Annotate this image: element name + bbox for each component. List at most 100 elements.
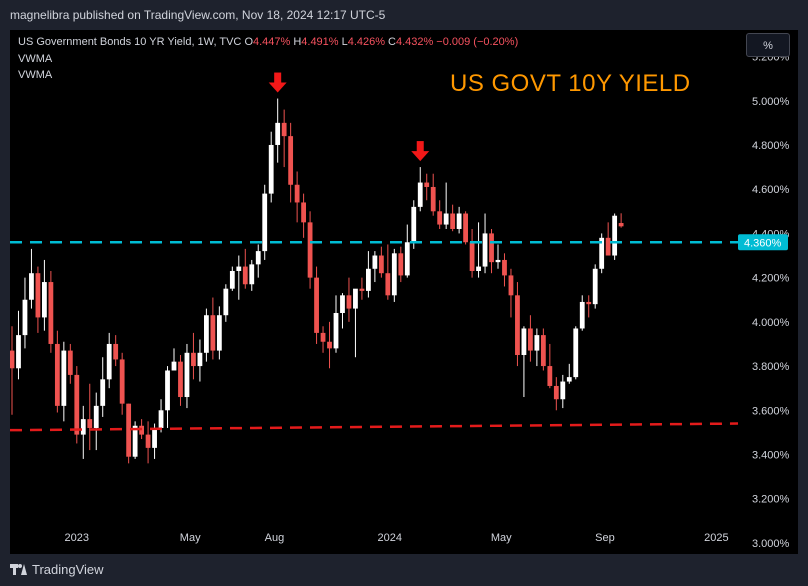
candle-body [171, 361, 177, 371]
down-arrow-icon [411, 141, 430, 162]
candle-body [204, 315, 209, 353]
candle-body [48, 282, 54, 344]
candle-body [443, 213, 449, 225]
candle-body [450, 213, 456, 229]
candle-body [29, 273, 34, 300]
y-tick-label: 3.600% [752, 405, 790, 417]
candle-body [229, 270, 235, 289]
candle-body [515, 295, 520, 356]
candle-body [573, 328, 579, 378]
candle-body [482, 233, 488, 267]
ohlc-value: 4.432% [395, 36, 434, 48]
candle-body [489, 233, 494, 263]
x-tick-label: 2023 [65, 532, 89, 544]
candle-body [508, 275, 514, 296]
candle-body [560, 381, 566, 400]
candle-body [327, 341, 332, 349]
percent-scale-button[interactable]: % [746, 33, 790, 57]
candle-body [35, 273, 41, 318]
candle-body [592, 268, 598, 305]
y-tick-label: 4.600% [752, 184, 790, 196]
candle-body [113, 343, 119, 360]
brand-name: TradingView [32, 562, 104, 577]
candle-body [398, 253, 404, 276]
chart-annotation-title: US GOVT 10Y YIELD [450, 70, 691, 97]
candle-body [430, 186, 436, 212]
candle-body [191, 352, 196, 367]
candle-body [93, 405, 99, 428]
x-tick-label: Aug [265, 532, 285, 544]
candle-body [353, 288, 358, 309]
candle-body [132, 425, 138, 457]
candle-body [502, 259, 507, 276]
candle-body [152, 427, 157, 448]
candle-body [359, 288, 365, 291]
candle-body [476, 266, 481, 271]
y-tick-label: 3.400% [752, 450, 790, 462]
candle-body [255, 251, 261, 265]
y-tick-label: 5.000% [752, 96, 790, 108]
candle-body [417, 182, 423, 207]
indicator-legend-2[interactable]: VWMA [18, 69, 53, 81]
price-chart[interactable]: 5.200%5.000%4.800%4.600%4.400%4.200%4.00… [10, 30, 798, 554]
chart-area[interactable]: 5.200%5.000%4.800%4.600%4.400%4.200%4.00… [10, 30, 798, 554]
candle-body [61, 350, 67, 406]
candle-body [340, 295, 345, 314]
candle-body [378, 255, 384, 274]
candle-body [178, 361, 183, 398]
candle-body [385, 273, 391, 296]
candle-body [126, 403, 132, 457]
candle-body [249, 264, 255, 285]
candle-body [612, 215, 618, 256]
candle-body [553, 385, 559, 400]
candle-body [437, 211, 443, 225]
candle-body [275, 122, 281, 145]
candle-body [294, 184, 300, 203]
ohlc-value: −0.009 (−0.20%) [436, 36, 519, 48]
candle-body [463, 213, 468, 243]
candle-body [391, 253, 397, 296]
candle-body [42, 282, 47, 318]
candle-body [106, 343, 112, 380]
candle-body [281, 122, 287, 137]
candle-body [54, 343, 60, 406]
x-tick-label: Sep [595, 532, 615, 544]
candle-body [145, 434, 151, 448]
y-tick-label: 4.800% [752, 140, 790, 152]
candle-body [119, 359, 125, 404]
candle-body [80, 419, 86, 435]
candle-body [469, 242, 475, 271]
y-tick-label: 4.200% [752, 273, 790, 285]
candle-body [456, 213, 462, 229]
candle-body [262, 193, 268, 252]
candle-body [242, 266, 248, 285]
candle-body [210, 315, 216, 351]
candle-body [165, 370, 170, 411]
candle-body [223, 288, 229, 316]
candle-body [314, 277, 319, 333]
candle-body [618, 223, 624, 227]
last-price-label: 4.360% [744, 237, 782, 249]
candle-body [288, 136, 294, 185]
candle-body [197, 352, 203, 367]
indicator-legend-1[interactable]: VWMA [18, 53, 53, 65]
candle-body [268, 144, 274, 194]
candle-body [528, 328, 533, 351]
candle-body [333, 313, 339, 349]
ohlc-values: O4.447% H4.491% L4.426% C4.432% −0.009 (−0.2… [244, 36, 521, 48]
candle-body [411, 206, 417, 243]
candle-body [184, 352, 190, 398]
candle-body [424, 182, 430, 187]
candle-body [372, 255, 378, 269]
x-tick-label: 2025 [704, 532, 728, 544]
tradingview-brand[interactable]: TradingView [10, 562, 104, 577]
candle-body [579, 301, 585, 329]
candle-body [16, 335, 21, 369]
candle-body [307, 222, 313, 278]
candle-body [404, 242, 410, 276]
ohlc-value: 4.426% [347, 36, 386, 48]
candle-body [495, 259, 501, 263]
ohlc-value: 4.491% [301, 36, 339, 48]
candle-body [10, 350, 15, 369]
x-tick-label: May [491, 532, 512, 544]
